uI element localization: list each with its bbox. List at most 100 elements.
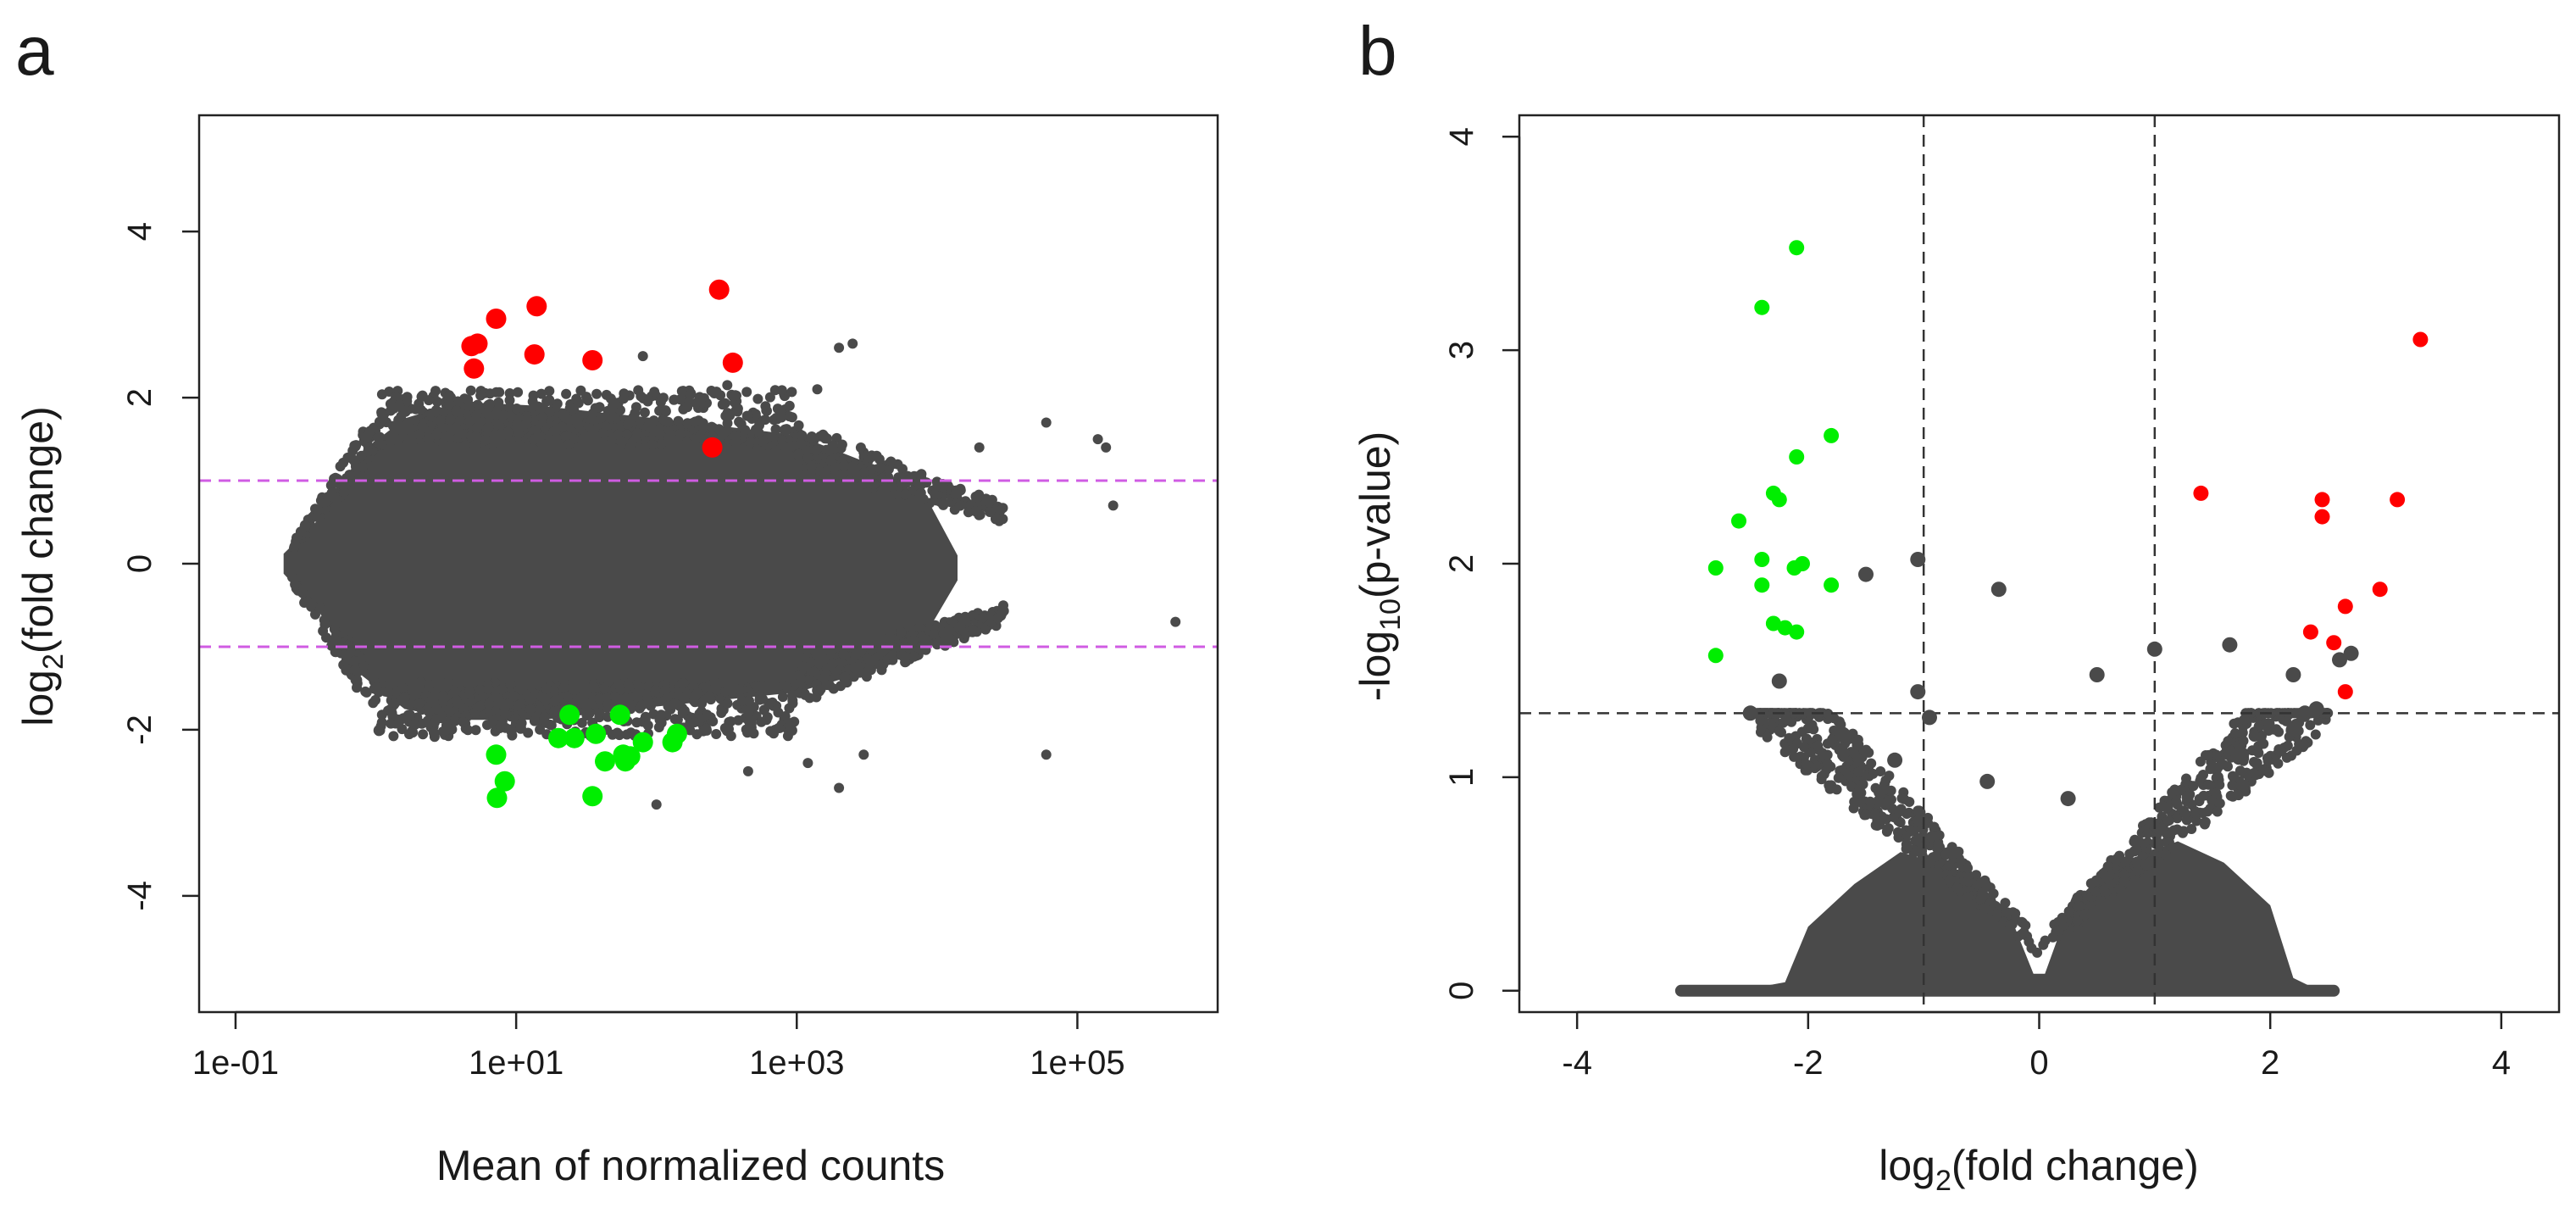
panel-b-data-point [1786, 560, 1802, 576]
panel-a-background-point [719, 723, 730, 733]
panel-a-background-point [859, 467, 869, 478]
panel-a-background-point [717, 399, 728, 410]
panel-b-background-point [1816, 771, 1827, 782]
panel-a-background-point [618, 393, 629, 404]
panel-a-data-point [974, 442, 985, 453]
panel-a-background-point [545, 719, 556, 730]
panel-a-background-point [541, 683, 552, 694]
panel-b-background-point [1907, 826, 1918, 837]
panel-a-y-tick-label: 2 [121, 388, 158, 407]
panel-a-background-point [720, 410, 731, 421]
panel-b-data-point [1979, 773, 1996, 789]
panel-b-background-point [2214, 798, 2225, 809]
panel-a-background-point [802, 674, 813, 685]
panel-b-background-point [2157, 801, 2168, 812]
panel-b-background-point [2002, 907, 2012, 918]
panel-b-background-point [1813, 741, 1824, 752]
panel-b-background-point [2212, 806, 2223, 817]
panel-b-background-point [2191, 815, 2202, 826]
panel-a-background-point [800, 689, 811, 700]
panel-a-background-point [874, 463, 886, 473]
panel-a-background-point [424, 679, 435, 690]
panel-b-background-point [2225, 745, 2236, 756]
panel-a-background-point [402, 396, 413, 407]
panel-a-background-point [632, 427, 643, 438]
panel-a-background-point [885, 632, 896, 643]
panel-b-data-point [1771, 673, 1787, 689]
panel-a-background-point [373, 725, 384, 736]
panel-a-background-point [601, 389, 612, 400]
panel-a-background-point [458, 429, 469, 439]
panel-b-background-point [1834, 772, 1845, 783]
panel-b-data-point [1990, 581, 2007, 598]
panel-b-background-point [2281, 715, 2292, 726]
panel-b-data-point [2314, 509, 2330, 525]
panel-b-background-point [2142, 828, 2153, 839]
panel-a-y-tick-label: 0 [121, 554, 158, 573]
panel-a-background-point [877, 473, 887, 484]
panel-a-background-point [972, 492, 983, 504]
panel-a-background-point [806, 432, 817, 443]
panel-a-background-point [892, 489, 903, 499]
panel-a-background-point [537, 412, 548, 423]
panel-a-background-point [761, 405, 772, 416]
panel-a-background-point [498, 707, 509, 718]
panel-a-background-point [639, 407, 650, 418]
panel-a-background-point [930, 489, 941, 500]
panel-b-y-label-sub: 10 [1374, 598, 1407, 631]
panel-a-x-tick-label: 1e+03 [749, 1044, 844, 1082]
panel-a-background-point [758, 436, 769, 447]
panel-a-data-point [637, 351, 648, 362]
panel-b-background-point [2198, 770, 2208, 780]
panel-a-background-point [792, 449, 803, 460]
panel-a-background-point [776, 385, 787, 396]
panel-b-background-point [2248, 768, 2259, 778]
panel-a-background-point [758, 682, 768, 692]
panel-b-background-point [1823, 709, 1834, 719]
panel-a-background-point [429, 727, 439, 738]
panel-a-background-point [602, 698, 613, 709]
panel-a-background-point [424, 433, 435, 444]
panel-b-background-point [1901, 843, 1912, 854]
panel-a-background-point [977, 612, 988, 623]
panel-b-density-core [1762, 841, 2311, 987]
panel-a-background-point [689, 717, 700, 728]
panel-a-background-point [495, 721, 506, 731]
panel-b-background-point [2105, 879, 2116, 890]
panel-a-background-point [621, 729, 632, 740]
panel-a-background-point [640, 711, 651, 722]
panel-b-background-point [2211, 749, 2222, 760]
panel-a-background-point [514, 439, 525, 450]
panel-b-data-point [2285, 722, 2301, 738]
panel-a-background-point [338, 480, 349, 491]
panel-a-background-point [838, 468, 848, 479]
panel-a-background-point [463, 394, 474, 405]
panel-a-background-point [515, 723, 526, 734]
panel-b-data-point [2193, 485, 2209, 501]
panel-a-background-point [371, 682, 382, 693]
panel-a-background-point [675, 428, 686, 439]
panel-a-x-tick-label: 1e+01 [469, 1044, 564, 1082]
panel-b-background-point [1933, 839, 1944, 850]
panel-a-background-point [512, 419, 523, 430]
panel-b-background-point [1975, 877, 1986, 888]
panel-a-background-point [623, 419, 634, 430]
panel-a-y-label-sub: 2 [37, 654, 69, 670]
panel-a-background-point [784, 703, 795, 714]
panel-a-background-point [475, 701, 486, 712]
panel-a-background-point [331, 494, 342, 505]
panel-a-background-point [385, 398, 396, 409]
panel-a-background-point [523, 692, 534, 703]
panel-b-y-tick-label: 2 [1443, 554, 1480, 573]
panel-b-x-axis-label: log2(fold change) [1879, 1142, 2199, 1197]
panel-a-data-point [619, 746, 641, 767]
panel-b-background-point [1848, 748, 1859, 759]
panel-a-y-tick-label: 4 [121, 222, 158, 241]
panel-a-background-point [343, 641, 354, 652]
panel-a-background-point [628, 412, 639, 423]
panel-a-data-point [858, 749, 869, 760]
panel-b-background-point [1879, 784, 1890, 795]
panel-a-background-point [444, 398, 455, 409]
panel-a-background-point [402, 438, 413, 449]
panel-a-background-point [722, 698, 733, 709]
